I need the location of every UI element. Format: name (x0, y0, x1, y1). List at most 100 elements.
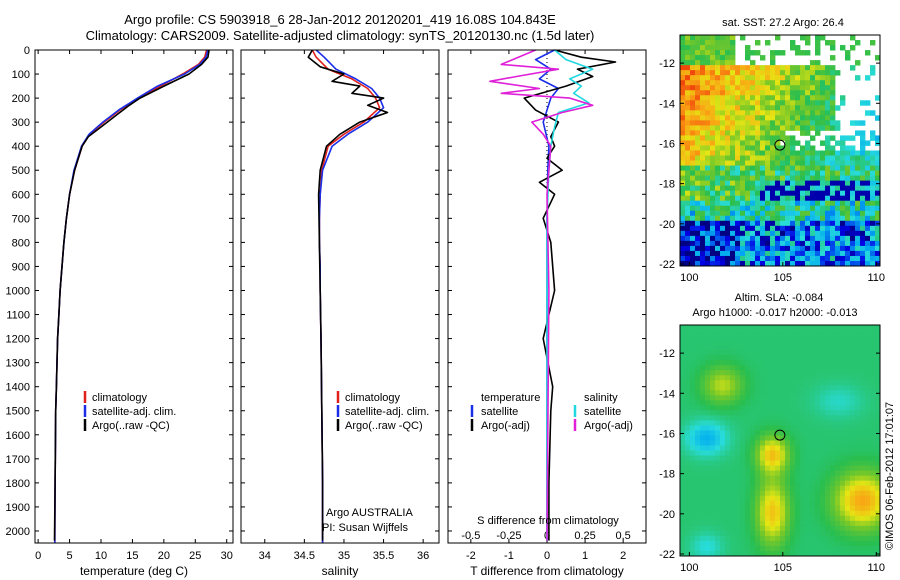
heatmap-cell (750, 160, 756, 166)
heatmap-cell (705, 485, 711, 492)
heatmap-cell (870, 465, 876, 472)
heatmap-cell (700, 425, 706, 431)
heatmap-cell (830, 475, 836, 482)
heatmap-cell (770, 520, 776, 527)
heatmap-cell (810, 190, 816, 197)
heatmap-cell (860, 445, 866, 451)
heatmap-cell (700, 55, 706, 61)
heatmap-cell (765, 95, 771, 101)
heatmap-cell (800, 160, 806, 166)
heatmap-cell (760, 425, 766, 431)
heatmap-cell (810, 485, 816, 492)
xtick-label: -2 (466, 550, 476, 562)
heatmap-cell (730, 330, 736, 336)
heatmap-cell (790, 350, 796, 356)
heatmap-cell (745, 540, 751, 547)
heatmap-cell (770, 525, 776, 532)
heatmap-cell (815, 155, 821, 161)
heatmap-cell (840, 495, 846, 502)
heatmap-cell (780, 470, 786, 477)
heatmap-cell (860, 380, 866, 386)
heatmap-cell (785, 505, 791, 512)
heatmap-cell (680, 245, 686, 252)
heatmap-cell (770, 160, 776, 166)
heatmap-cell (815, 405, 821, 411)
heatmap-cell (865, 250, 871, 257)
heatmap-cell (750, 145, 756, 151)
heatmap-cell (845, 215, 851, 222)
heatmap-cell (815, 210, 821, 217)
heatmap-cell (800, 200, 806, 207)
heatmap-cell (760, 520, 766, 527)
heatmap-cell (740, 410, 746, 416)
heatmap-cell (700, 210, 706, 217)
heatmap-cell (750, 130, 756, 136)
heatmap-cell (730, 540, 736, 547)
heatmap-cell (690, 110, 696, 116)
heatmap-cell (720, 530, 726, 537)
heatmap-cell (875, 215, 881, 222)
heatmap-cell (805, 165, 811, 171)
heatmap-cell (805, 245, 811, 252)
heatmap-cell (825, 155, 831, 161)
heatmap-cell (810, 235, 816, 242)
heatmap-cell (695, 435, 701, 441)
heatmap-cell (760, 220, 766, 227)
salinity-xlabel: salinity (322, 564, 359, 578)
heatmap-cell (680, 490, 686, 497)
heatmap-cell (830, 450, 836, 456)
heatmap-cell (725, 495, 731, 502)
heatmap-cell (790, 355, 796, 361)
heatmap-cell (800, 350, 806, 356)
heatmap-cell (795, 125, 801, 131)
heatmap-cell (740, 180, 746, 187)
heatmap-cell (680, 415, 686, 421)
heatmap-cell (710, 195, 716, 202)
heatmap-cell (835, 515, 841, 522)
heatmap-cell (800, 65, 806, 71)
heatmap-cell (735, 370, 741, 376)
heatmap-cell (730, 150, 736, 156)
heatmap-cell (810, 415, 816, 421)
heatmap-cell (730, 405, 736, 411)
heatmap-cell (785, 235, 791, 242)
heatmap-cell (730, 65, 736, 71)
heatmap-cell (730, 120, 736, 126)
heatmap-cell (815, 240, 821, 247)
heatmap-cell (815, 540, 821, 547)
heatmap-cell (800, 325, 806, 331)
heatmap-cell (710, 450, 716, 456)
heatmap-cell (715, 325, 721, 331)
heatmap-cell (715, 530, 721, 537)
heatmap-cell (690, 230, 696, 237)
heatmap-cell (820, 350, 826, 356)
heatmap-cell (720, 405, 726, 411)
heatmap-cell (730, 100, 736, 106)
heatmap-cell (695, 150, 701, 156)
heatmap-cell (865, 175, 871, 182)
heatmap-cell (720, 350, 726, 356)
heatmap-cell (715, 455, 721, 461)
heatmap-cell (735, 435, 741, 441)
heatmap-cell (830, 380, 836, 386)
heatmap-cell (810, 370, 816, 376)
heatmap-cell (820, 465, 826, 472)
heatmap-cell (795, 415, 801, 421)
heatmap-cell (855, 530, 861, 537)
heatmap-cell (780, 375, 786, 381)
heatmap-cell (845, 470, 851, 477)
heatmap-cell (760, 490, 766, 497)
heatmap-cell (805, 255, 811, 262)
heatmap-cell (760, 195, 766, 202)
heatmap-cell (760, 455, 766, 461)
heatmap-cell (725, 170, 731, 177)
heatmap-cell (705, 80, 711, 86)
heatmap-cell (795, 380, 801, 386)
heatmap-cell (820, 470, 826, 477)
heatmap-cell (720, 85, 726, 91)
heatmap-cell (815, 200, 821, 207)
heatmap-cell (735, 225, 741, 232)
heatmap-cell (725, 430, 731, 436)
heatmap-cell (720, 50, 726, 56)
heatmap-cell (875, 450, 881, 456)
